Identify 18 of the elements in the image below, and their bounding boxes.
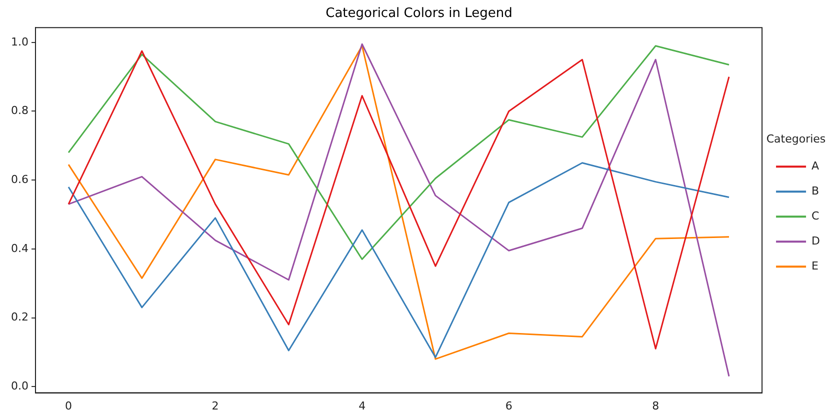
x-tick-label: 2 bbox=[212, 399, 219, 412]
y-tick-label: 0.2 bbox=[10, 310, 28, 324]
y-tick-label: 0.8 bbox=[10, 104, 28, 118]
x-tick-label: 0 bbox=[65, 399, 72, 412]
y-tick-label: 0.6 bbox=[10, 172, 28, 186]
legend-label: D bbox=[812, 234, 820, 248]
y-tick-label: 0.0 bbox=[10, 379, 28, 392]
legend-label: A bbox=[812, 159, 820, 172]
chart-title: Categorical Colors in Legend bbox=[326, 6, 512, 22]
legend-label: E bbox=[812, 259, 819, 272]
x-tick-label: 6 bbox=[505, 399, 512, 412]
legend-label: C bbox=[812, 209, 820, 222]
legend-title: Categories bbox=[766, 132, 826, 146]
x-tick-label: 8 bbox=[652, 399, 660, 412]
x-tick-label: 4 bbox=[358, 399, 366, 412]
legend-label: B bbox=[812, 184, 820, 198]
y-tick-label: 0.4 bbox=[10, 242, 28, 255]
y-tick-label: 1.0 bbox=[10, 35, 28, 48]
